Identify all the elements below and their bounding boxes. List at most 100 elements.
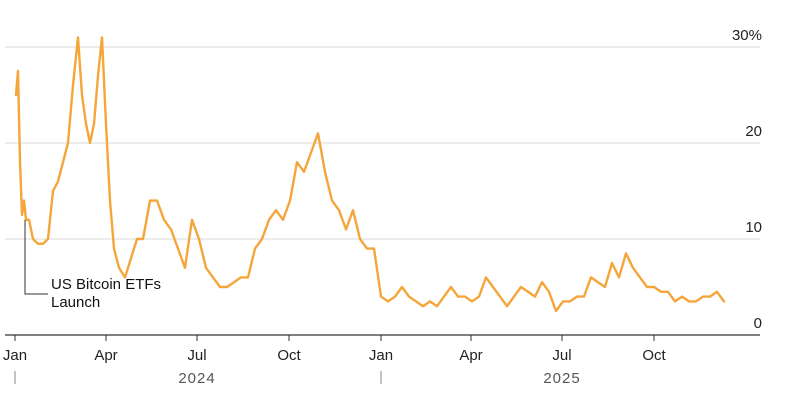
data-point (569, 300, 571, 303)
data-point (19, 161, 21, 163)
data-point (674, 300, 676, 303)
data-point (548, 291, 550, 293)
data-point (109, 199, 111, 202)
data-point (345, 228, 347, 231)
y-tick-label: 0 (754, 315, 762, 332)
data-point (261, 238, 263, 240)
data-point (25, 219, 27, 221)
x-tick-label: Apr (459, 347, 482, 364)
data-point (212, 276, 214, 279)
annotation-leader-line (24, 219, 48, 295)
data-point (688, 300, 690, 303)
data-point (499, 295, 501, 298)
data-point (625, 252, 627, 255)
data-point (394, 295, 396, 298)
data-point (443, 295, 445, 298)
data-point (478, 295, 480, 298)
data-point (604, 286, 606, 288)
data-point (57, 180, 59, 183)
series-line (14, 36, 726, 313)
data-point (62, 161, 64, 163)
data-point (408, 295, 410, 298)
gridlines (5, 46, 760, 336)
x-tick-label: Oct (642, 347, 666, 364)
y-tick-label: 20 (745, 123, 762, 140)
data-point (226, 286, 228, 288)
data-point (660, 291, 662, 293)
data-point (359, 238, 361, 240)
data-point (275, 209, 277, 211)
data-point (81, 94, 83, 96)
y-axis-tick-labels: 0 10 20 30% (732, 27, 762, 332)
data-point (23, 199, 25, 202)
data-point (37, 243, 39, 245)
x-tick-label: Jul (187, 347, 206, 364)
data-point (184, 267, 186, 269)
data-point (611, 262, 613, 264)
annotation-text: US Bitcoin ETFs (51, 276, 161, 293)
data-point (42, 243, 44, 245)
data-point (163, 219, 165, 221)
data-point (198, 238, 200, 240)
data-point (415, 300, 417, 303)
data-point (681, 295, 683, 298)
data-point (331, 199, 333, 202)
data-point (387, 300, 389, 303)
data-point (296, 161, 298, 163)
data-point (93, 123, 95, 125)
year-label: 2025 (543, 370, 580, 387)
year-label: 2024 (178, 370, 215, 387)
data-point (506, 305, 508, 308)
data-point (597, 281, 599, 284)
data-point (366, 247, 368, 250)
data-point (492, 286, 494, 288)
series-layer (14, 36, 726, 313)
data-point (52, 190, 54, 192)
data-point (338, 209, 340, 211)
data-point (240, 276, 242, 279)
data-point (513, 295, 515, 298)
data-point (709, 295, 711, 298)
data-point (156, 199, 158, 202)
x-tick-label: Oct (277, 347, 301, 364)
data-point (695, 300, 697, 303)
x-tick-label: Jan (369, 347, 393, 364)
data-point (639, 276, 641, 279)
data-point (85, 123, 87, 125)
data-point (527, 291, 529, 293)
data-point (723, 300, 725, 303)
data-point (457, 295, 459, 298)
data-point (136, 238, 138, 240)
data-point (436, 305, 438, 308)
data-point (282, 219, 284, 221)
data-point (646, 286, 648, 288)
data-point (464, 295, 466, 298)
data-point (89, 142, 91, 144)
data-point (191, 219, 193, 221)
data-point (562, 300, 564, 303)
data-point (303, 171, 305, 173)
data-point (205, 267, 207, 269)
data-point (67, 142, 69, 144)
x-tick-label: Jul (552, 347, 571, 364)
data-point (373, 247, 375, 250)
data-point (450, 286, 452, 288)
data-point (72, 84, 74, 87)
data-point (77, 36, 79, 39)
data-point (17, 70, 19, 72)
data-point (401, 286, 403, 288)
data-point (97, 75, 99, 77)
data-point (149, 199, 151, 202)
data-point (219, 286, 221, 288)
data-point (520, 286, 522, 288)
data-point (254, 247, 256, 250)
data-point (268, 219, 270, 221)
y-tick-label: 30% (732, 27, 762, 44)
data-point (118, 267, 120, 269)
y-tick-label: 10 (745, 219, 762, 236)
data-point (667, 291, 669, 293)
data-point (142, 238, 144, 240)
data-point (471, 300, 473, 303)
